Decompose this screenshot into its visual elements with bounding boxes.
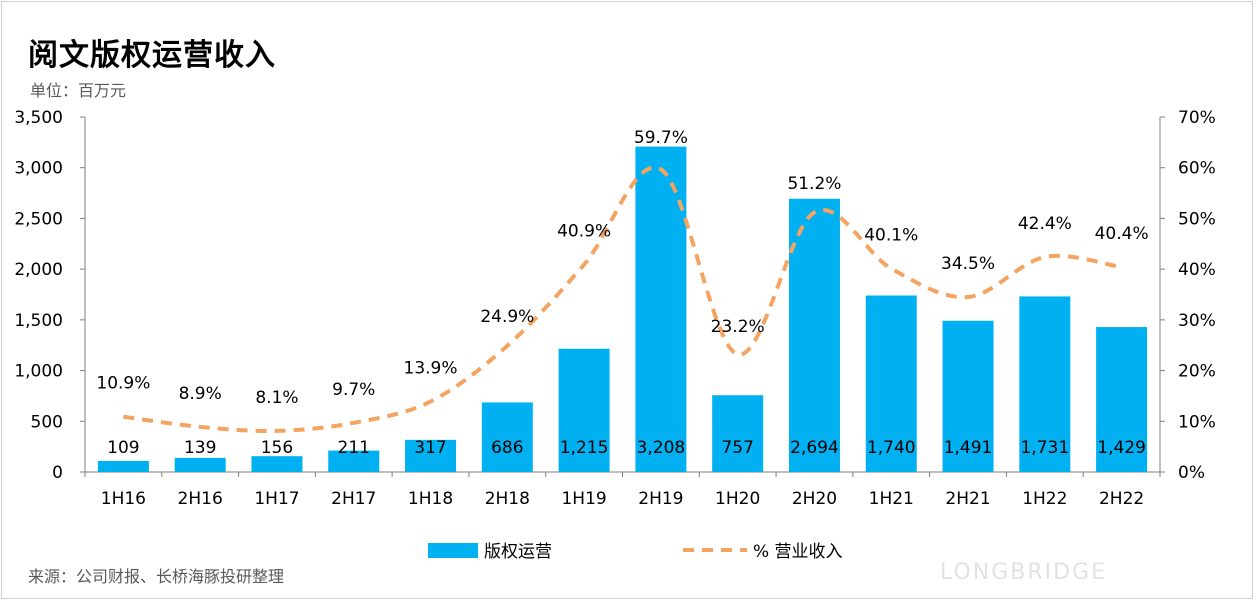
bar-value-label: 686: [491, 438, 523, 458]
pct-value-label: 40.9%: [557, 222, 611, 242]
bar-value-label: 1,429: [1097, 438, 1146, 458]
y-tick-label-right: 30%: [1178, 311, 1216, 331]
legend-bar-swatch: [428, 543, 478, 558]
legend-bar-label: 版权运营: [484, 542, 552, 562]
bar: [97, 460, 149, 472]
pct-value-label: 23.2%: [711, 317, 765, 337]
bar: [788, 198, 840, 472]
y-tick-label-right: 20%: [1178, 362, 1216, 382]
x-tick-label: 1H18: [408, 489, 453, 509]
pct-value-label: 59.7%: [634, 128, 688, 148]
pct-line: [123, 165, 1122, 434]
unit-label: 单位：百万元: [30, 81, 127, 100]
data-labels: 109 139 156 211 317 686 1,215 3,208 757 2,694 1,74…: [96, 128, 1148, 458]
bar-value-label: 1,731: [1020, 438, 1069, 458]
y-tick-label-left: 1,000: [14, 362, 63, 382]
x-tick-label: 2H18: [485, 489, 530, 509]
bar: [942, 320, 994, 472]
legend-line-label: % 营业收入: [753, 542, 843, 562]
bar: [865, 295, 917, 472]
line-series: [123, 165, 1122, 434]
x-tick-label: 1H21: [869, 489, 914, 509]
x-tick-label: 1H16: [101, 489, 146, 509]
bar-value-label: 156: [261, 438, 293, 458]
pct-value-label: 24.9%: [480, 307, 534, 327]
pct-value-label: 9.7%: [332, 380, 375, 400]
x-tick-label: 2H22: [1099, 489, 1144, 509]
bar-value-label: 1,215: [560, 438, 609, 458]
y-tick-label-left: 0: [52, 463, 63, 483]
y-tick-label-right: 70%: [1178, 108, 1216, 128]
bar: [1019, 296, 1071, 472]
pct-value-label: 40.1%: [864, 226, 918, 246]
bar-value-label: 3,208: [637, 438, 686, 458]
y-tick-label-right: 60%: [1178, 159, 1216, 179]
pct-value-label: 8.1%: [255, 388, 298, 408]
watermark-logo: LONGBRIDGE: [940, 560, 1108, 585]
x-tick-label: 1H22: [1022, 489, 1067, 509]
pct-value-label: 10.9%: [96, 374, 150, 394]
pct-value-label: 40.4%: [1095, 224, 1149, 244]
bar: [635, 146, 687, 473]
pct-value-label: 8.9%: [179, 384, 222, 404]
bar-value-label: 1,491: [944, 438, 993, 458]
x-tick-label: 2H17: [331, 489, 376, 509]
source-note: 来源：公司财报、长桥海豚投研整理: [28, 567, 285, 586]
bar-value-label: 1,740: [867, 438, 916, 458]
bar: [481, 402, 533, 472]
bar: [1096, 327, 1148, 472]
y-tick-label-right: 40%: [1178, 260, 1216, 280]
y-tick-label-left: 3,500: [14, 108, 63, 128]
pct-value-label: 13.9%: [404, 359, 458, 379]
bar-value-label: 2,694: [790, 438, 839, 458]
bar: [328, 450, 380, 472]
x-tick-label: 1H20: [715, 489, 760, 509]
y-tick-label-left: 500: [31, 412, 63, 432]
bar-value-label: 211: [338, 438, 370, 458]
bar: [405, 439, 457, 472]
bar-value-label: 109: [107, 438, 139, 458]
bar: [558, 348, 610, 472]
y-tick-label-left: 2,000: [14, 260, 63, 280]
bar: [251, 456, 303, 472]
bar: [712, 395, 764, 472]
bar-value-label: 139: [184, 438, 216, 458]
pct-value-label: 42.4%: [1018, 214, 1072, 234]
y-tick-label-right: 0%: [1178, 463, 1205, 483]
pct-value-label: 34.5%: [941, 254, 995, 274]
chart-title: 阅文版权运营收入: [28, 38, 276, 73]
x-tick-label: 2H20: [792, 489, 837, 509]
x-tick-label: 2H16: [178, 489, 223, 509]
y-tick-label-left: 3,000: [14, 159, 63, 179]
y-tick-label-left: 1,500: [14, 311, 63, 331]
x-tick-label: 1H19: [561, 489, 606, 509]
bar-value-label: 757: [721, 438, 753, 458]
bar-series: [97, 146, 1148, 473]
y-tick-label-right: 50%: [1178, 209, 1216, 229]
x-tick-label: 1H17: [254, 489, 299, 509]
y-tick-label-left: 2,500: [14, 209, 63, 229]
bar-value-label: 317: [414, 438, 446, 458]
legend: 版权运营 % 营业收入: [428, 542, 843, 562]
pct-value-label: 51.2%: [787, 174, 841, 194]
bar: [174, 457, 226, 472]
x-tick-label: 2H19: [638, 489, 683, 509]
y-tick-label-right: 10%: [1178, 412, 1216, 432]
x-tick-label: 2H21: [945, 489, 990, 509]
